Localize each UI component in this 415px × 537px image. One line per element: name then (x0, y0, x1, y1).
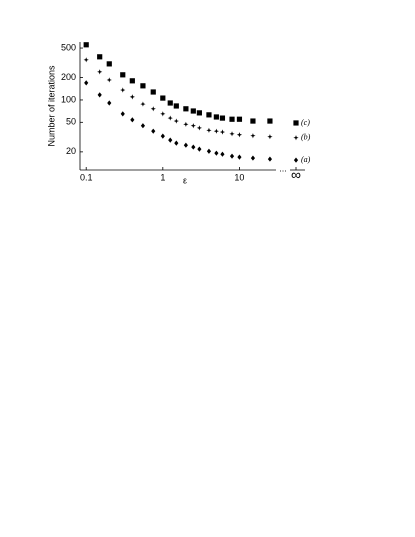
point (206, 112, 212, 118)
point (190, 108, 196, 114)
point (213, 128, 219, 134)
point (150, 106, 156, 112)
point (220, 151, 225, 157)
point (129, 94, 135, 100)
point (293, 120, 299, 126)
point (106, 61, 112, 67)
point (167, 100, 173, 106)
y-tick-label: 20 (66, 146, 76, 156)
point (160, 133, 165, 139)
point (229, 153, 235, 159)
point (196, 110, 202, 116)
point (168, 137, 173, 143)
point (183, 121, 189, 127)
point (173, 118, 179, 124)
point (84, 80, 89, 86)
point (229, 131, 235, 137)
point (120, 111, 125, 117)
y-axis-label: Number of iterations (46, 65, 56, 147)
point (250, 133, 256, 139)
point (206, 148, 212, 154)
x-axis-label: ε (183, 175, 187, 185)
point (219, 115, 226, 121)
point (97, 69, 103, 75)
point (150, 89, 156, 95)
point (140, 101, 146, 107)
series-label: (b) (301, 133, 311, 142)
axis-break: ... (279, 163, 287, 173)
point (160, 95, 166, 101)
point (140, 83, 146, 89)
point (190, 123, 196, 129)
x-tick-label: 1 (160, 172, 165, 182)
point (293, 135, 299, 141)
point (213, 114, 219, 120)
y-tick-label: 100 (61, 94, 76, 104)
point (130, 117, 135, 123)
point (183, 142, 188, 148)
point (83, 57, 89, 63)
point (196, 125, 202, 131)
point (129, 78, 135, 84)
point (267, 118, 273, 124)
point (97, 54, 103, 60)
point (83, 42, 89, 48)
point (97, 92, 102, 98)
point (106, 77, 112, 83)
y-tick-label: 50 (66, 117, 76, 127)
x-tick-label: 0.1 (80, 172, 93, 182)
point (140, 123, 146, 129)
point (151, 128, 156, 134)
point (174, 140, 179, 146)
point (107, 100, 112, 106)
point (267, 156, 273, 162)
point (250, 118, 256, 124)
point (206, 127, 212, 133)
point (219, 129, 226, 135)
point (250, 155, 256, 161)
x-tick-label: 10 (234, 172, 244, 182)
point (120, 72, 126, 78)
y-tick-label: 500 (61, 42, 76, 52)
point (237, 154, 242, 160)
point (229, 116, 235, 122)
series-label: (c) (301, 118, 310, 127)
point (120, 87, 126, 93)
point (214, 150, 219, 156)
point (191, 144, 196, 150)
point (160, 111, 166, 117)
point (236, 132, 243, 138)
point (293, 157, 299, 163)
series-label: (a) (301, 155, 311, 164)
point (267, 134, 273, 140)
point (183, 106, 189, 112)
point (236, 116, 243, 122)
point (167, 115, 173, 121)
x-limit-label: ∞ (291, 167, 301, 183)
point (197, 146, 202, 152)
y-tick-label: 200 (61, 72, 76, 82)
point (173, 103, 179, 109)
